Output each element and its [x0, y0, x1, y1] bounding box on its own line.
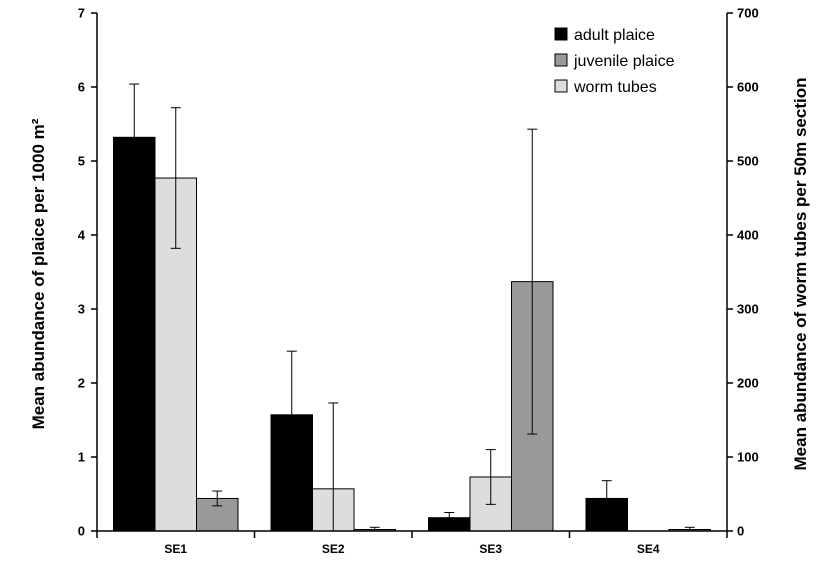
legend-swatch-worm-tubes	[554, 79, 568, 93]
legend-label-adult-plaice: adult plaice	[574, 27, 655, 44]
y-tick-left-label: 1	[78, 450, 85, 465]
y-tick-left-label: 0	[78, 524, 85, 539]
legend-label-juvenile-plaice: juvenile plaice	[573, 53, 675, 70]
y-tick-left-label: 4	[78, 228, 86, 243]
legend: adult plaice juvenile plaice worm tubes	[554, 27, 675, 96]
legend-swatch-juvenile-plaice	[554, 53, 568, 67]
bar-se1-adult-plaice	[113, 136, 156, 532]
y-tick-right-label: 700	[737, 6, 759, 21]
y-tick-left-label: 3	[78, 302, 85, 317]
x-tick-label: SE1	[164, 542, 187, 556]
y-tick-left-label: 7	[78, 6, 85, 21]
y-tick-right-label: 300	[737, 302, 759, 317]
y-tick-left-label: 6	[78, 80, 85, 95]
legend-label-worm-tubes: worm tubes	[573, 79, 657, 96]
y-tick-right-label: 100	[737, 450, 759, 465]
legend-swatch-adult-plaice	[554, 27, 568, 41]
x-tick-label: SE3	[479, 542, 502, 556]
x-tick-label: SE2	[322, 542, 345, 556]
y-tick-right-label: 500	[737, 154, 759, 169]
y-tick-right-label: 200	[737, 376, 759, 391]
y-tick-left-label: 5	[78, 154, 85, 169]
y-axis-label-right: Mean abundance of worm tubes per 50m sec…	[791, 78, 810, 471]
bars-group	[113, 83, 711, 532]
y-tick-left-label: 2	[78, 376, 85, 391]
y-tick-right-label: 0	[737, 524, 744, 539]
y-tick-right-label: 600	[737, 80, 759, 95]
y-axis-label-left: Mean abundance of plaice per 1000 m²	[29, 118, 48, 429]
x-tick-label: SE4	[637, 542, 660, 556]
ticks-group: 0 1 2 3 4 5 6 7 0 100 200 300 400 500 600 700	[78, 6, 759, 539]
category-labels-group: SE1 SE2 SE3 SE4	[96, 531, 728, 556]
y-tick-right-label: 400	[737, 228, 759, 243]
